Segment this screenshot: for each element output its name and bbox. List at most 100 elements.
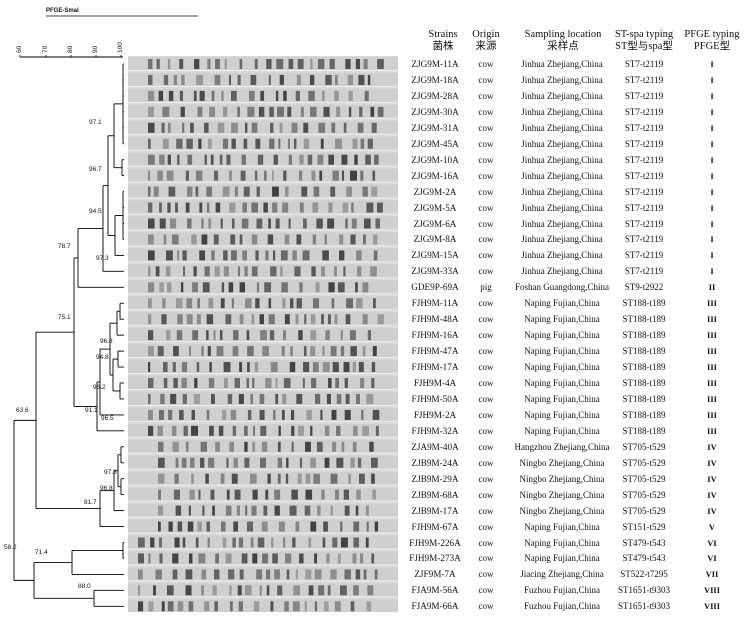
row-origin: cow bbox=[478, 378, 494, 388]
row-strain: ZJB9M-24A bbox=[411, 457, 459, 468]
row-pfge: III bbox=[707, 330, 717, 341]
row-st: ST188-t189 bbox=[622, 393, 666, 404]
row-location: Jinhua Zhejiang,China bbox=[521, 170, 603, 181]
row-strain: FJH9M-11A bbox=[411, 298, 459, 309]
row-st: ST7-t2119 bbox=[624, 90, 664, 101]
row-strain: FJA9M-56A bbox=[411, 585, 459, 596]
row-pfge: VIII bbox=[703, 601, 721, 612]
row-location: Jinhua Zhejiang,China bbox=[521, 106, 603, 117]
gel-lane bbox=[128, 136, 398, 151]
row-strain: FJH9M-226A bbox=[409, 537, 461, 548]
header-strains-cn: 菌株 bbox=[432, 41, 454, 52]
row-pfge: III bbox=[707, 378, 717, 388]
row-strain: FJH9M-67A bbox=[411, 521, 459, 532]
row-strain: ZJA9M-40A bbox=[411, 441, 459, 452]
row-st: ST188-t189 bbox=[622, 346, 666, 357]
scale-tick-label: 80 bbox=[67, 45, 74, 53]
row-location: Jinhua Zhejiang,China bbox=[521, 138, 603, 149]
row-pfge: I bbox=[710, 138, 714, 149]
row-strain: GDE9P-69A bbox=[411, 282, 459, 293]
node-value-label: 97.1 bbox=[89, 119, 102, 126]
row-location: Jinhua Zhejiang,China bbox=[521, 90, 603, 101]
row-strain: FJA9M-66A bbox=[411, 601, 459, 612]
gel-image bbox=[128, 56, 398, 612]
row-location: Naping Fujian,China bbox=[524, 425, 600, 436]
header-location-cn: 采样点 bbox=[547, 41, 579, 52]
header-origin-en: Origin bbox=[472, 29, 500, 40]
header-st-cn: ST型与spa型 bbox=[615, 41, 673, 52]
row-pfge: II bbox=[708, 282, 716, 293]
row-pfge: I bbox=[710, 218, 714, 229]
row-pfge: VIII bbox=[703, 585, 721, 596]
row-pfge: I bbox=[710, 202, 714, 213]
row-pfge: VI bbox=[707, 537, 717, 548]
row-strain: ZJG9M-30A bbox=[411, 106, 459, 117]
row-location: Jinhua Zhejiang,China bbox=[521, 74, 603, 85]
row-st: ST188-t189 bbox=[622, 378, 666, 388]
gel-lane bbox=[128, 216, 398, 231]
figure-title: PFGE-SmaI bbox=[46, 8, 79, 14]
row-st: ST188-t189 bbox=[622, 409, 666, 420]
row-strain: ZJG9M-33A bbox=[411, 266, 459, 277]
row-strain: FJH9M-48A bbox=[411, 314, 459, 325]
row-pfge: I bbox=[710, 106, 714, 117]
row-strain: FJH9M-2A bbox=[413, 409, 457, 420]
row-origin: cow bbox=[478, 59, 494, 69]
row-pfge: I bbox=[710, 122, 714, 133]
row-pfge: IV bbox=[707, 489, 717, 500]
row-strain: ZJG9M-6A bbox=[413, 218, 457, 229]
row-st: ST7-t2119 bbox=[624, 218, 664, 229]
row-st: ST7-t2119 bbox=[624, 170, 664, 181]
row-st: ST188-t189 bbox=[622, 314, 666, 325]
row-pfge: I bbox=[710, 59, 714, 69]
header-strains-en: Strains bbox=[428, 29, 458, 40]
gel-lane bbox=[128, 120, 398, 135]
row-st: ST479-t543 bbox=[622, 537, 666, 548]
row-origin: cow bbox=[478, 74, 494, 85]
node-value-label: 94.8 bbox=[96, 354, 109, 361]
row-st: ST188-t189 bbox=[622, 362, 666, 373]
row-location: Jinhua Zhejiang,China bbox=[521, 122, 603, 133]
node-value-label: 97.3 bbox=[96, 255, 109, 262]
row-origin: cow bbox=[478, 218, 494, 229]
row-location: Ningbo Zhejiang,China bbox=[519, 473, 605, 484]
row-st: ST7-t2119 bbox=[624, 74, 664, 85]
node-value-label: 96.5 bbox=[101, 415, 114, 422]
row-origin: cow bbox=[478, 489, 494, 500]
row-st: ST7-t2119 bbox=[624, 122, 664, 133]
row-st: ST705-t529 bbox=[622, 505, 666, 516]
row-st: ST7-t2119 bbox=[624, 154, 664, 165]
row-origin: cow bbox=[478, 330, 494, 341]
node-value-label: 75.1 bbox=[58, 314, 71, 321]
row-strain: FJH9M-16A bbox=[411, 330, 459, 341]
header-st-en: ST-spa typing bbox=[614, 29, 674, 40]
row-origin: cow bbox=[478, 537, 494, 548]
row-st: ST7-t2119 bbox=[624, 59, 664, 69]
row-strain: ZJG9M-2A bbox=[413, 186, 457, 197]
row-strain: FJH9M-50A bbox=[411, 393, 459, 404]
row-origin: cow bbox=[478, 409, 494, 420]
gel-lane bbox=[128, 583, 398, 598]
row-strain: ZJG9M-45A bbox=[411, 138, 459, 149]
scale-tick-label: 70 bbox=[42, 45, 49, 53]
row-strain: ZJB9M-29A bbox=[411, 473, 459, 484]
row-pfge: III bbox=[707, 298, 717, 309]
row-strain: ZJB9M-68A bbox=[411, 489, 459, 500]
row-strain: ZJG9M-11A bbox=[411, 59, 459, 69]
row-strain: ZJG9M-5A bbox=[413, 202, 457, 213]
gel-lane bbox=[128, 360, 398, 375]
row-location: Jinhua Zhejiang,China bbox=[521, 202, 603, 213]
row-origin: cow bbox=[478, 186, 494, 197]
row-location: Jinhua Zhejiang,China bbox=[521, 234, 603, 245]
node-value-label: 93.2 bbox=[93, 384, 106, 391]
row-origin: cow bbox=[478, 138, 494, 149]
header-st: ST-spa typing ST型与spa型 bbox=[606, 29, 682, 53]
row-origin: cow bbox=[478, 170, 494, 181]
row-pfge: III bbox=[707, 409, 717, 420]
row-location: Ningbo Zhejiang,China bbox=[519, 505, 605, 516]
node-value-label: 96.7 bbox=[89, 166, 102, 173]
row-strain: FJH9M-47A bbox=[411, 346, 459, 357]
row-st: ST7-t2119 bbox=[624, 106, 664, 117]
